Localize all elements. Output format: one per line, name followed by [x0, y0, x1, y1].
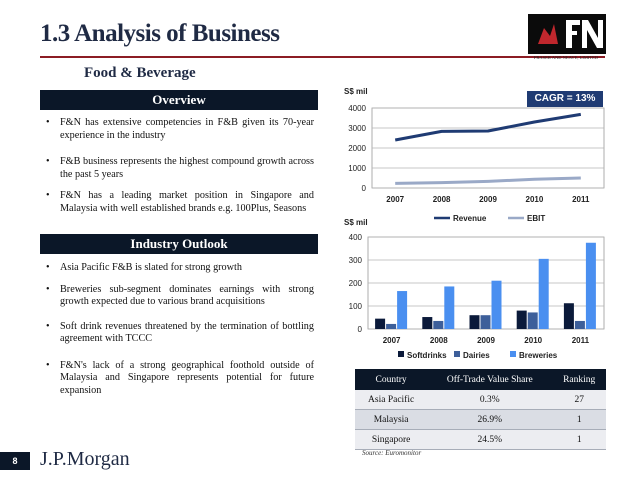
table-cell: Singapore — [355, 429, 428, 450]
outlook-bullet: Breweries sub-segment dominates earnings… — [44, 284, 314, 309]
table-cell: 26.9% — [427, 409, 553, 430]
logo-caption: FRASER AND NEAVE, LIMITED — [533, 55, 599, 60]
table-cell: Malaysia — [355, 409, 428, 430]
y-axis-label: S$ mil — [344, 88, 368, 96]
bar-dairies — [527, 312, 538, 329]
table-header-row: Country Off-Trade Value Share Ranking — [355, 369, 606, 390]
y-tick-label: 400 — [349, 233, 363, 242]
table-cell: 1 — [552, 409, 606, 430]
x-tick-label: 2010 — [526, 195, 544, 204]
x-tick-label: 2011 — [572, 336, 590, 345]
market-share-table: Country Off-Trade Value Share Ranking As… — [355, 369, 606, 450]
outlook-list: Asia Pacific F&B is slated for strong gr… — [44, 262, 314, 397]
legend-label: Dairies — [463, 351, 490, 360]
y-tick-label: 300 — [349, 256, 363, 265]
outlook-bullet: F&N's lack of a strong geographical foot… — [44, 360, 314, 398]
outlook-bullet: Asia Pacific F&B is slated for strong gr… — [44, 262, 314, 275]
bar-softdrinks — [375, 318, 386, 329]
y-tick-label: 200 — [349, 279, 363, 288]
x-tick-label: 2008 — [430, 336, 448, 345]
bar-softdrinks — [469, 315, 480, 329]
table-cell: Asia Pacific — [355, 390, 428, 410]
overview-bullet: F&N has extensive competencies in F&B gi… — [44, 117, 314, 142]
x-tick-label: 2009 — [477, 336, 495, 345]
outlook-bullet: Soft drink revenues threatened by the te… — [44, 321, 314, 346]
page-title: 1.3 Analysis of Business — [40, 20, 280, 47]
bar-softdrinks — [422, 317, 433, 329]
x-tick-label: 2010 — [524, 336, 542, 345]
legend-swatch — [510, 351, 516, 357]
bar-dairies — [433, 320, 444, 329]
overview-bullet: F&B business represents the highest comp… — [44, 156, 314, 181]
bar-dairies — [574, 320, 585, 329]
column-header: Off-Trade Value Share — [427, 369, 553, 390]
y-tick-label: 100 — [349, 302, 363, 311]
industry-outlook-heading: Industry Outlook — [40, 234, 318, 254]
bar-breweries — [538, 258, 549, 329]
table-row: Asia Pacific 0.3% 27 — [355, 390, 606, 410]
y-tick-label: 0 — [358, 325, 363, 334]
bar-dairies — [386, 323, 397, 329]
bar-breweries — [491, 280, 502, 329]
table-cell: 0.3% — [427, 390, 553, 410]
bar-softdrinks — [563, 303, 574, 329]
overview-heading: Overview — [40, 90, 318, 110]
y-axis-label: S$ mil — [344, 218, 368, 227]
title-divider — [40, 56, 605, 58]
overview-bullet: F&N has a leading market position in Sin… — [44, 190, 314, 215]
bar-softdrinks — [516, 310, 527, 329]
x-tick-label: 2008 — [433, 195, 451, 204]
table-row: Singapore 24.5% 1 — [355, 429, 606, 450]
series-line-revenue — [394, 112, 582, 142]
bar-breweries — [585, 242, 596, 329]
source-note: Source: Euromonitor — [362, 449, 422, 457]
table-cell: 27 — [552, 390, 606, 410]
y-tick-label: 4000 — [348, 104, 366, 113]
fn-logo-icon — [528, 14, 606, 54]
x-tick-label: 2009 — [479, 195, 497, 204]
x-tick-label: 2011 — [572, 195, 590, 204]
table-row: Malaysia 26.9% 1 — [355, 409, 606, 430]
section-subtitle: Food & Beverage — [84, 65, 196, 81]
legend-swatch — [398, 351, 404, 357]
series-line-ebit — [395, 176, 581, 185]
x-tick-label: 2007 — [383, 336, 401, 345]
table-cell: 24.5% — [427, 429, 553, 450]
page-number: 8 — [0, 452, 30, 470]
x-tick-label: 2007 — [386, 195, 404, 204]
legend-label: Softdrinks — [407, 351, 447, 360]
bar-breweries — [444, 286, 455, 329]
cagr-badge: CAGR = 13% — [527, 91, 603, 107]
column-header: Country — [355, 369, 428, 390]
column-header: Ranking — [552, 369, 606, 390]
table-cell: 1 — [552, 429, 606, 450]
y-tick-label: 0 — [362, 184, 367, 193]
legend-label: Revenue — [453, 214, 487, 223]
y-tick-label: 1000 — [348, 164, 366, 173]
legend-label: Breweries — [519, 351, 558, 360]
legend-label: EBIT — [527, 214, 545, 223]
y-tick-label: 2000 — [348, 144, 366, 153]
brand-logo: J.P.Morgan — [40, 448, 130, 470]
bar-breweries — [397, 291, 408, 329]
legend-swatch — [454, 351, 460, 357]
overview-list: F&N has extensive competencies in F&B gi… — [44, 117, 314, 215]
y-tick-label: 3000 — [348, 124, 366, 133]
bar-dairies — [480, 315, 491, 329]
